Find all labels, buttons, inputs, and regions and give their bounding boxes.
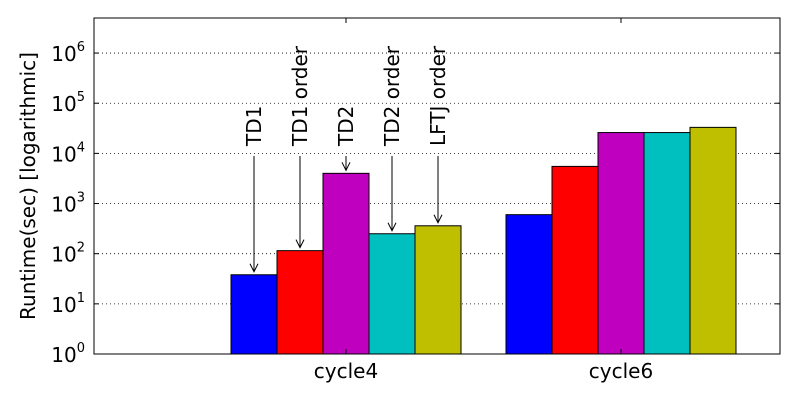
annotations: TD1 TD1 order TD2 TD2 order LFTJ order (242, 45, 450, 273)
bar-cycle4-td2 (322, 172, 370, 355)
bar-cycle4-td1 (230, 274, 278, 355)
x-axis-ticks: cycle4 cycle6 (314, 18, 653, 383)
y-tick-exponent: 2 (77, 241, 85, 256)
bar-cycle6-td1 (505, 214, 553, 355)
y-tick-base: 10 (51, 42, 76, 66)
annotation-label: TD2 order (380, 45, 404, 147)
bar-cycle4-lftj-order (414, 225, 462, 355)
bar-cycle6-td2-order (643, 132, 691, 355)
bar-cycle6-td2 (597, 132, 645, 355)
y-tick-label: 104 (51, 140, 85, 166)
x-tick-label: cycle4 (314, 359, 378, 383)
y-tick-exponent: 3 (77, 191, 85, 206)
y-tick-label: 105 (51, 90, 85, 116)
y-tick-base: 10 (51, 92, 76, 116)
annotation-label: TD1 order (288, 45, 312, 147)
bars (230, 126, 737, 355)
y-tick-exponent: 4 (77, 140, 85, 155)
bar-cycle4-td1-order (276, 250, 324, 355)
y-tick-base: 10 (51, 293, 76, 317)
annotation-arrowhead (433, 214, 443, 224)
y-tick-label: 101 (51, 291, 85, 317)
y-tick-base: 10 (51, 193, 76, 217)
annotation-arrowhead (341, 162, 351, 172)
annotation-arrowhead (295, 239, 305, 249)
annotation-arrowhead (249, 263, 259, 273)
y-tick-label: 106 (51, 40, 85, 66)
x-tick-label: cycle6 (589, 359, 653, 383)
y-tick-exponent: 5 (77, 90, 85, 105)
annotation-label: TD1 (242, 106, 266, 147)
bar-cycle6-td1-order (551, 165, 599, 355)
annotation-arrowhead (387, 222, 397, 232)
bar-cycle6-lftj-order (689, 126, 737, 355)
y-tick-label: 102 (51, 241, 85, 267)
y-tick-base: 10 (51, 243, 76, 267)
y-tick-label: 100 (51, 341, 85, 367)
y-tick-exponent: 6 (77, 40, 85, 55)
annotation-label: LFTJ order (426, 45, 450, 146)
bar-cycle4-td2-order (368, 233, 416, 355)
y-tick-exponent: 1 (77, 291, 85, 306)
y-tick-exponent: 0 (77, 341, 85, 356)
annotation-label: TD2 (334, 106, 358, 147)
plot-area-frame (93, 17, 781, 355)
y-tick-base: 10 (51, 343, 76, 367)
y-axis-label: Runtime(sec) [logarithmic] (16, 52, 40, 320)
y-tick-base: 10 (51, 142, 76, 166)
y-tick-label: 103 (51, 191, 85, 217)
